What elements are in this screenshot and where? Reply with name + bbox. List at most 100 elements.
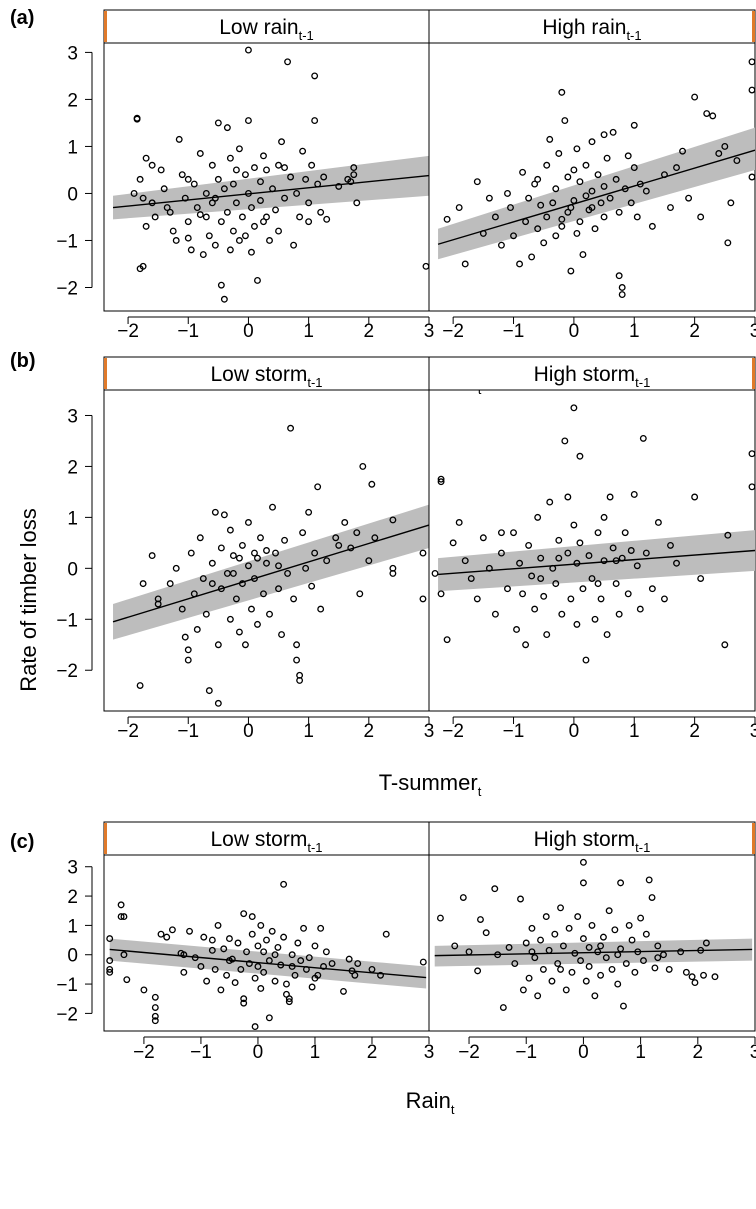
data-point (234, 939, 242, 947)
data-point (184, 218, 192, 226)
x-tick-label: −1 (503, 321, 525, 342)
facet-strip (428, 356, 756, 391)
data-point (314, 483, 322, 491)
data-point (504, 190, 511, 197)
data-point (648, 222, 656, 230)
data-point (558, 88, 566, 96)
data-point (266, 237, 273, 244)
fit-line (438, 549, 756, 576)
facet: Low raint-1 −2 −1 0 1 2 3 (103, 9, 434, 342)
data-point (559, 942, 567, 950)
data-point (248, 605, 255, 613)
data-point (187, 246, 195, 254)
data-point (630, 491, 638, 498)
data-point (576, 452, 584, 460)
data-point (513, 626, 520, 633)
data-point (260, 218, 267, 226)
data-point (240, 910, 248, 918)
data-point (677, 948, 685, 956)
data-point (703, 110, 711, 117)
data-point (281, 164, 289, 172)
x-tick-label: −2 (458, 1042, 480, 1063)
data-point (254, 620, 261, 628)
data-point (226, 154, 234, 162)
data-point (235, 554, 243, 562)
data-point (278, 631, 285, 639)
data-point (627, 199, 635, 207)
data-point (263, 559, 270, 567)
data-point (534, 992, 542, 1000)
data-point (142, 154, 150, 162)
data-point (323, 557, 331, 565)
data-point (223, 971, 231, 979)
data-point (546, 135, 554, 143)
fit-line (109, 948, 427, 979)
data-point (260, 590, 267, 598)
data-point (133, 115, 141, 123)
data-point (226, 246, 234, 254)
data-point (328, 960, 336, 967)
data-point (311, 549, 319, 557)
data-point (557, 965, 564, 973)
data-point (516, 260, 524, 268)
data-point (491, 213, 499, 221)
data-point (168, 926, 176, 934)
facet: Low stormt-1 −2 −1 0 1 2 3 (103, 356, 434, 742)
data-point (237, 965, 245, 973)
data-point (154, 600, 162, 608)
data-point (389, 569, 397, 577)
data-point (220, 295, 228, 303)
x-axis-label-subscript: t (478, 784, 482, 799)
data-point (275, 562, 282, 570)
data-point (263, 936, 270, 944)
data-point (606, 493, 614, 501)
data-point (214, 175, 222, 183)
data-point (117, 901, 125, 909)
data-point (579, 879, 587, 887)
data-point (585, 552, 593, 560)
data-point (196, 211, 204, 219)
y-axis-label: Rate of timber loss (16, 508, 41, 691)
data-point (120, 913, 128, 921)
data-point (499, 1004, 507, 1011)
data-point (169, 227, 177, 235)
data-point (251, 222, 258, 230)
x-tick-label: 2 (367, 1042, 378, 1063)
data-point (685, 194, 693, 202)
data-point (175, 135, 183, 143)
data-point (516, 559, 524, 567)
data-point (594, 580, 602, 588)
data-point (202, 213, 210, 221)
data-point (287, 173, 295, 181)
data-point (491, 610, 499, 618)
data-point (335, 541, 343, 549)
data-point (299, 147, 307, 155)
data-point (217, 281, 225, 289)
y-tick-label: 0 (67, 184, 78, 205)
data-point (525, 541, 533, 549)
data-point (244, 117, 252, 125)
data-point (106, 957, 114, 965)
data-point (673, 164, 680, 172)
data-point (582, 192, 590, 200)
x-tick-label: −2 (117, 321, 139, 342)
data-point (485, 194, 493, 202)
data-point (461, 557, 469, 565)
data-point (542, 913, 550, 921)
x-tick-label: 0 (253, 1042, 264, 1063)
data-point (260, 948, 268, 956)
facet-strip (103, 821, 430, 856)
data-point (225, 935, 233, 943)
data-point (251, 164, 258, 172)
data-point (288, 951, 296, 959)
data-point (254, 942, 262, 950)
data-point (263, 213, 270, 221)
y-tick-label: −1 (56, 610, 78, 631)
confidence-band (113, 155, 430, 220)
data-point (576, 178, 584, 186)
x-tick-label: 3 (750, 1042, 756, 1063)
data-point (522, 641, 530, 649)
data-point (320, 173, 328, 181)
data-point (561, 117, 569, 125)
data-point (608, 965, 616, 973)
